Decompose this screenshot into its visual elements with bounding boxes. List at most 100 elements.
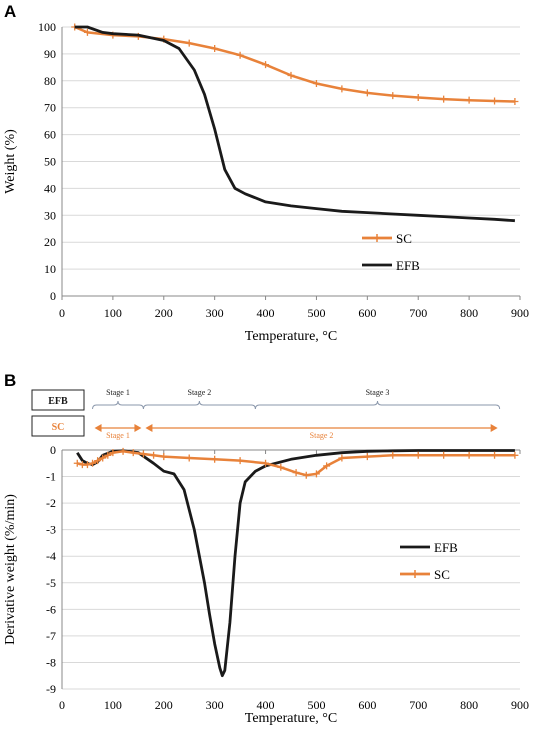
data-point-sc: [94, 457, 102, 465]
data-point-sc: [104, 451, 112, 459]
x-tick-label: 100: [104, 698, 122, 712]
stage-label-sc: Stage 2: [310, 431, 334, 440]
data-point-sc: [440, 451, 448, 459]
series-line-efb: [74, 25, 515, 223]
y-tick-label: 50: [44, 155, 56, 169]
data-point-sc: [89, 459, 97, 467]
y-tick-label: 100: [38, 20, 56, 34]
data-point-sc: [211, 455, 219, 463]
x-tick-label: 100: [104, 306, 122, 320]
panel-a-label: A: [4, 2, 16, 21]
x-tick-label: 900: [511, 306, 529, 320]
data-point-sc: [363, 89, 371, 97]
x-tick-label: 0: [59, 698, 65, 712]
stage-label-efb: Stage 2: [188, 388, 212, 397]
x-axis-label: Temperature, °C: [245, 711, 337, 726]
x-tick-label: 300: [206, 698, 224, 712]
data-point-sc: [129, 449, 137, 457]
stage-box-sc-label: SC: [52, 422, 65, 433]
data-point-sc: [109, 449, 117, 457]
data-point-sc: [185, 39, 193, 47]
data-point-sc: [83, 461, 91, 469]
y-tick-label: 0: [50, 443, 56, 457]
x-tick-label: 700: [409, 698, 427, 712]
data-point-sc: [323, 462, 331, 470]
y-tick-label: 80: [44, 74, 56, 88]
x-tick-label: 400: [257, 698, 275, 712]
legend-label-efb: EFB: [396, 258, 420, 273]
y-tick-label: 10: [44, 262, 56, 276]
y-tick-label: 70: [44, 101, 56, 115]
stage-label-efb: Stage 1: [106, 388, 130, 397]
data-point-sc: [73, 459, 81, 467]
panel-b-label: B: [4, 371, 16, 390]
data-point-sc: [160, 453, 168, 461]
x-tick-label: 0: [59, 306, 65, 320]
series-line-sc: [74, 25, 515, 103]
y-tick-label: -2: [46, 496, 56, 510]
data-point-sc: [99, 454, 107, 462]
stage-box-efb: [31, 389, 85, 411]
data-point-sc: [363, 453, 371, 461]
data-point-sc: [389, 451, 397, 459]
x-tick-label: 400: [257, 306, 275, 320]
data-point-sc: [139, 450, 147, 458]
stage-label-efb: Stage 3: [366, 388, 390, 397]
data-point-sc: [491, 97, 499, 105]
data-point-sc: [262, 61, 270, 69]
data-point-sc: [389, 92, 397, 100]
data-point-sc: [338, 85, 346, 93]
data-point-sc: [491, 451, 499, 459]
data-point-sc: [287, 71, 295, 79]
arrowhead: [94, 424, 102, 432]
y-tick-label: -8: [46, 655, 56, 669]
y-tick-label: 20: [44, 235, 56, 249]
y-tick-label: 0: [50, 289, 56, 303]
arrowhead: [134, 424, 142, 432]
legend-marker: [373, 234, 381, 242]
y-axis-label: Derivative weight (%/min): [3, 494, 18, 645]
x-tick-label: 600: [358, 698, 376, 712]
stage-label-sc: Stage 1: [106, 431, 130, 440]
data-point-sc: [292, 469, 300, 477]
y-tick-label: -3: [46, 523, 56, 537]
y-tick-label: 90: [44, 47, 56, 61]
data-point-sc: [185, 454, 193, 462]
data-point-sc: [150, 451, 158, 459]
data-point-sc: [511, 451, 519, 459]
data-point-sc: [262, 459, 270, 467]
legend-marker: [411, 570, 419, 578]
arrowhead: [490, 424, 498, 432]
data-point-sc: [465, 96, 473, 104]
stage-box-efb-label: EFB: [48, 396, 68, 407]
series-line-efb: [76, 449, 515, 678]
x-tick-label: 700: [409, 306, 427, 320]
panel-a-chart: 0 10 20 30 40 50 60 70 80 90 100 0 100 200 300 400 500 60…: [3, 20, 529, 344]
stage-box-sc: [31, 415, 85, 437]
arrowhead: [145, 424, 153, 432]
y-axis-label: Weight (%): [3, 129, 18, 194]
data-point-sc: [236, 51, 244, 59]
y-tick-label: 60: [44, 128, 56, 142]
data-point-sc: [312, 470, 320, 478]
x-tick-label: 500: [307, 306, 325, 320]
x-tick-label: 900: [511, 698, 529, 712]
y-tick-label: 40: [44, 181, 56, 195]
x-tick-label: 300: [206, 306, 224, 320]
data-point-sc: [277, 463, 285, 471]
stage-bracket-efb: [254, 400, 501, 410]
data-point-sc: [440, 95, 448, 103]
x-tick-label: 800: [460, 698, 478, 712]
y-tick-label: -7: [46, 629, 56, 643]
y-tick-label: -9: [46, 682, 56, 696]
x-tick-label: 200: [155, 306, 173, 320]
data-point-sc: [302, 471, 310, 479]
y-tick-label: -4: [46, 549, 56, 563]
y-tick-label: 30: [44, 208, 56, 222]
data-point-sc: [211, 45, 219, 53]
data-point-sc: [119, 447, 127, 455]
data-point-sc: [236, 457, 244, 465]
x-axis-label: Temperature, °C: [245, 329, 337, 344]
data-point-sc: [414, 93, 422, 101]
